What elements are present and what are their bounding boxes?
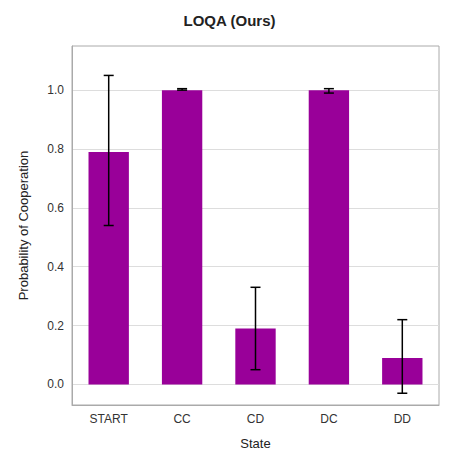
svg-text:Probability of Cooperation: Probability of Cooperation xyxy=(16,151,31,301)
svg-text:DD: DD xyxy=(394,412,412,426)
svg-text:0.0: 0.0 xyxy=(47,377,64,391)
svg-text:0.4: 0.4 xyxy=(47,260,64,274)
svg-text:DC: DC xyxy=(320,412,338,426)
svg-text:CD: CD xyxy=(247,412,265,426)
svg-text:0.2: 0.2 xyxy=(47,319,64,333)
svg-text:State: State xyxy=(240,436,270,451)
svg-text:0.8: 0.8 xyxy=(47,142,64,156)
svg-text:CC: CC xyxy=(173,412,191,426)
svg-text:START: START xyxy=(90,412,129,426)
svg-text:1.0: 1.0 xyxy=(47,83,64,97)
svg-text:0.6: 0.6 xyxy=(47,201,64,215)
svg-text:LOQA (Ours): LOQA (Ours) xyxy=(184,12,276,29)
